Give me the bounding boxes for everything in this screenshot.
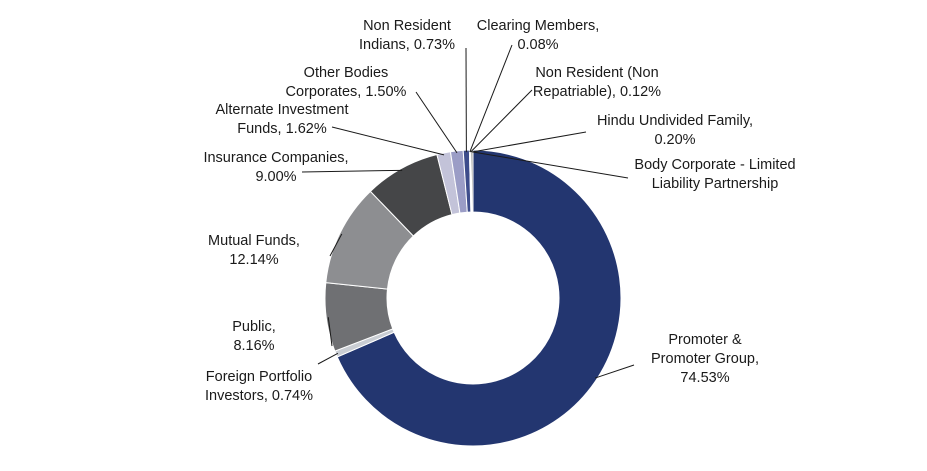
label-mutual-funds: Mutual Funds, 12.14% <box>208 233 300 268</box>
label-non-resident-indians: Non Resident Indians, 0.73% <box>359 18 455 53</box>
leader-foreign-portfolio-investors <box>317 352 339 365</box>
leader-mutual-funds <box>329 233 343 257</box>
leader-promoter-promoter-group <box>594 364 635 379</box>
label-alternate-investment-funds: Alternate Investment Funds, 1.62% <box>216 102 349 137</box>
label-body-corporate-limited-liability-partnership: Body Corporate - Limited Liability Partne… <box>634 157 795 192</box>
label-foreign-portfolio-investors: Foreign Portfolio Investors, 0.74% <box>205 369 313 404</box>
label-non-resident-non-repatriable: Non Resident (Non Repatriable), 0.12% <box>533 65 661 100</box>
label-clearing-members: Clearing Members, 0.08% <box>477 18 600 53</box>
leader-hindu-undivided-family <box>471 131 587 153</box>
label-insurance-companies: Insurance Companies, 9.00% <box>203 150 348 185</box>
leader-other-bodies-corporates <box>415 91 458 154</box>
donut-slices <box>324 149 622 447</box>
leader-public <box>327 317 333 347</box>
label-public: Public, 8.16% <box>232 319 276 354</box>
slice-promoter-promoter-group <box>336 149 622 447</box>
leader-non-resident-non-repatriable <box>470 89 533 153</box>
leader-insurance-companies <box>301 169 403 173</box>
label-hindu-undivided-family: Hindu Undivided Family, 0.20% <box>597 113 753 148</box>
leader-lines <box>301 44 635 379</box>
leader-alternate-investment-funds <box>331 126 445 156</box>
slice-labels: Promoter & Promoter Group, 74.53% Foreign P… <box>203 18 795 404</box>
leader-clearing-members <box>469 44 513 153</box>
label-promoter-promoter-group: Promoter & Promoter Group, 74.53% <box>651 332 759 386</box>
leader-body-corporate-limited-liability-partnership <box>472 151 629 179</box>
label-other-bodies-corporates: Other Bodies Corporates, 1.50% <box>286 65 407 100</box>
